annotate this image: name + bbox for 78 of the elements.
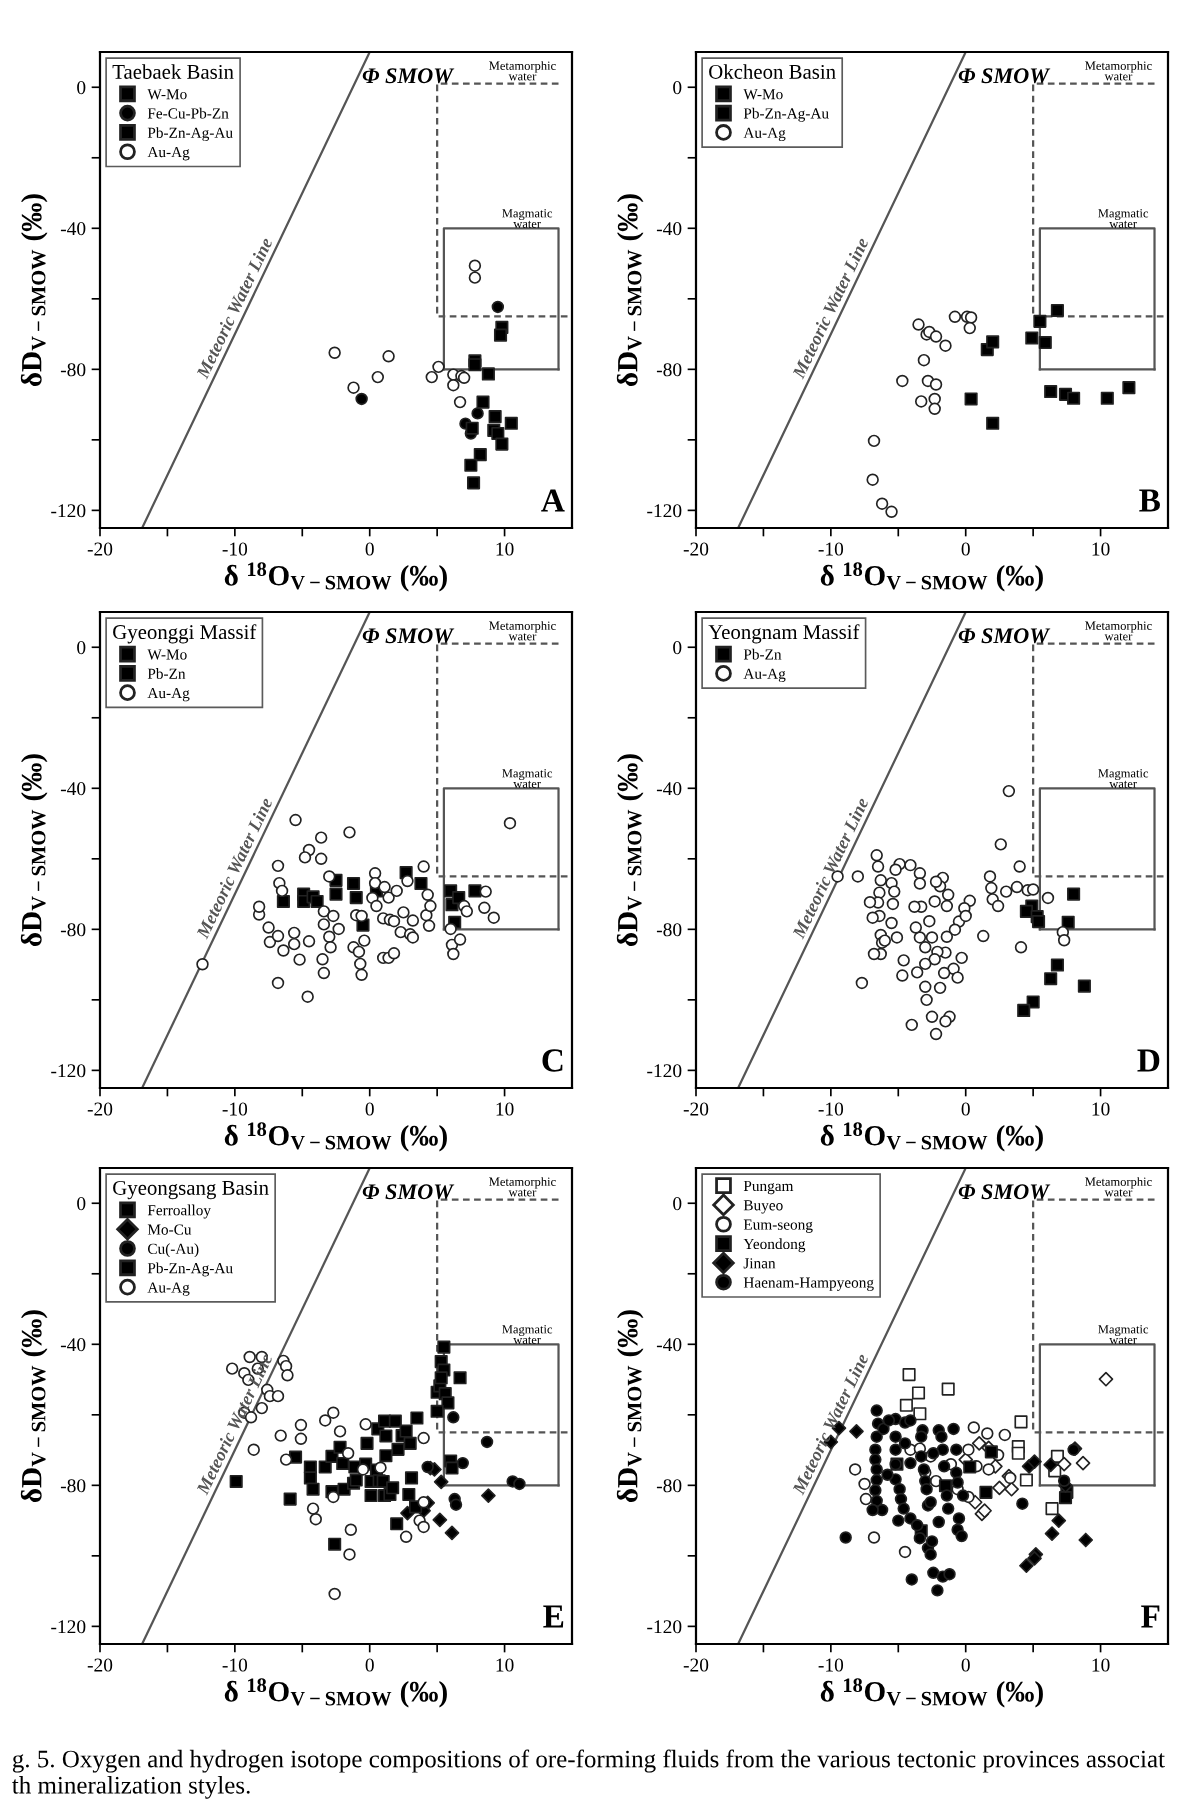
- text: F: [1141, 1605, 1160, 1628]
- y-tick-label: -120: [647, 504, 682, 518]
- y-axis-title: δD$_{V−SMOW}$ (‰): [616, 1310, 644, 1503]
- text: E: [543, 1605, 564, 1628]
- x-tick-label: -10: [222, 542, 248, 556]
- x-tick-label: 0: [961, 542, 970, 556]
- annotation: Φ SMOW: [958, 68, 1051, 84]
- x-tick-label: -10: [818, 542, 844, 556]
- y-tick-label: -40: [656, 782, 682, 796]
- x-tick-label: -20: [683, 1658, 709, 1672]
- y-tick-label: -80: [60, 363, 86, 377]
- x-tick-label: 0: [961, 1658, 970, 1672]
- y-tick-label: -120: [51, 504, 86, 518]
- legend-title: Yeongnam Massif: [708, 624, 860, 644]
- text: C: [542, 1049, 563, 1072]
- x-tick-label: 10: [496, 1102, 514, 1116]
- text: D: [1137, 1049, 1160, 1072]
- x-tick-label: 10: [1092, 1102, 1110, 1116]
- y-tick-label: -80: [656, 363, 682, 377]
- x-tick-label: -10: [818, 1658, 844, 1672]
- x-tick-label: 10: [1092, 1658, 1110, 1672]
- y-axis-title: δD$_{V−SMOW}$ (‰): [20, 194, 48, 387]
- x-tick-label: -10: [222, 1102, 248, 1116]
- x-tick-label: -10: [818, 1102, 844, 1116]
- y-tick-label: 0: [673, 81, 682, 95]
- x-tick-label: 0: [365, 1102, 374, 1116]
- y-tick-label: 0: [77, 81, 86, 95]
- legend-title: Gyeongsang Basin: [113, 1180, 269, 1200]
- y-tick-label: -120: [647, 1620, 682, 1634]
- x-tick-label: 0: [961, 1102, 970, 1116]
- x-tick-label: 0: [365, 1658, 374, 1672]
- y-tick-label: 0: [673, 1197, 682, 1211]
- legend-title: Okcheon Basin: [709, 64, 836, 79]
- annotation: Φ SMOW: [362, 68, 455, 84]
- y-axis-title: δD$_{V−SMOW}$ (‰): [20, 754, 48, 947]
- x-axis-title: δ $^{18}$O$_{V−SMOW}$ (‰): [820, 1678, 1043, 1708]
- x-axis-title: δ $^{18}$O$_{V−SMOW}$ (‰): [224, 1122, 447, 1152]
- x-tick-label: -10: [222, 1658, 248, 1672]
- y-tick-label: -40: [60, 782, 86, 796]
- annotation: Φ SMOW: [362, 628, 455, 644]
- y-axis-title: δD$_{V−SMOW}$ (‰): [616, 754, 644, 947]
- x-tick-label: -20: [87, 1658, 113, 1672]
- annotation: Φ SMOW: [958, 628, 1051, 644]
- x-tick-label: -20: [87, 1102, 113, 1116]
- y-tick-label: -80: [656, 923, 682, 937]
- x-tick-label: 10: [496, 542, 514, 556]
- y-tick-label: -120: [51, 1064, 86, 1078]
- text: A: [541, 489, 565, 512]
- y-tick-label: -40: [656, 1338, 682, 1352]
- x-axis-title: δ $^{18}$O$_{V−SMOW}$ (‰): [820, 1122, 1043, 1152]
- x-tick-label: -20: [683, 542, 709, 556]
- y-tick-label: -80: [60, 923, 86, 937]
- legend-title: Taebaek Basin: [112, 64, 234, 79]
- y-tick-label: -40: [656, 222, 682, 236]
- text: g. 5. Oxygen and hydrogen isotope compositions of ore-forming fluids from the various tectonic provinces associat th mineralization styles.: [12, 1749, 1165, 1799]
- text: B: [1139, 489, 1160, 512]
- x-tick-label: 10: [1092, 542, 1110, 556]
- y-tick-label: 0: [673, 641, 682, 655]
- y-tick-label: -80: [656, 1479, 682, 1493]
- y-tick-label: 0: [77, 641, 86, 655]
- y-tick-label: -40: [60, 1338, 86, 1352]
- y-tick-label: -120: [51, 1620, 86, 1634]
- x-axis-title: δ $^{18}$O$_{V−SMOW}$ (‰): [224, 562, 447, 592]
- x-axis-title: δ $^{18}$O$_{V−SMOW}$ (‰): [224, 1678, 447, 1708]
- x-axis-title: δ $^{18}$O$_{V−SMOW}$ (‰): [820, 562, 1043, 592]
- annotation: Φ SMOW: [958, 1184, 1051, 1200]
- x-tick-label: -20: [683, 1102, 709, 1116]
- y-axis-title: δD$_{V−SMOW}$ (‰): [20, 1310, 48, 1503]
- y-tick-label: 0: [77, 1197, 86, 1211]
- y-tick-label: -80: [60, 1479, 86, 1493]
- annotation: Φ SMOW: [362, 1184, 455, 1200]
- x-tick-label: 10: [496, 1658, 514, 1672]
- legend-title: Gyeonggi Massif: [113, 624, 257, 644]
- y-tick-label: -40: [60, 222, 86, 236]
- x-tick-label: 0: [365, 542, 374, 556]
- y-axis-title: δD$_{V−SMOW}$ (‰): [616, 194, 644, 387]
- y-tick-label: -120: [647, 1064, 682, 1078]
- x-tick-label: -20: [87, 542, 113, 556]
